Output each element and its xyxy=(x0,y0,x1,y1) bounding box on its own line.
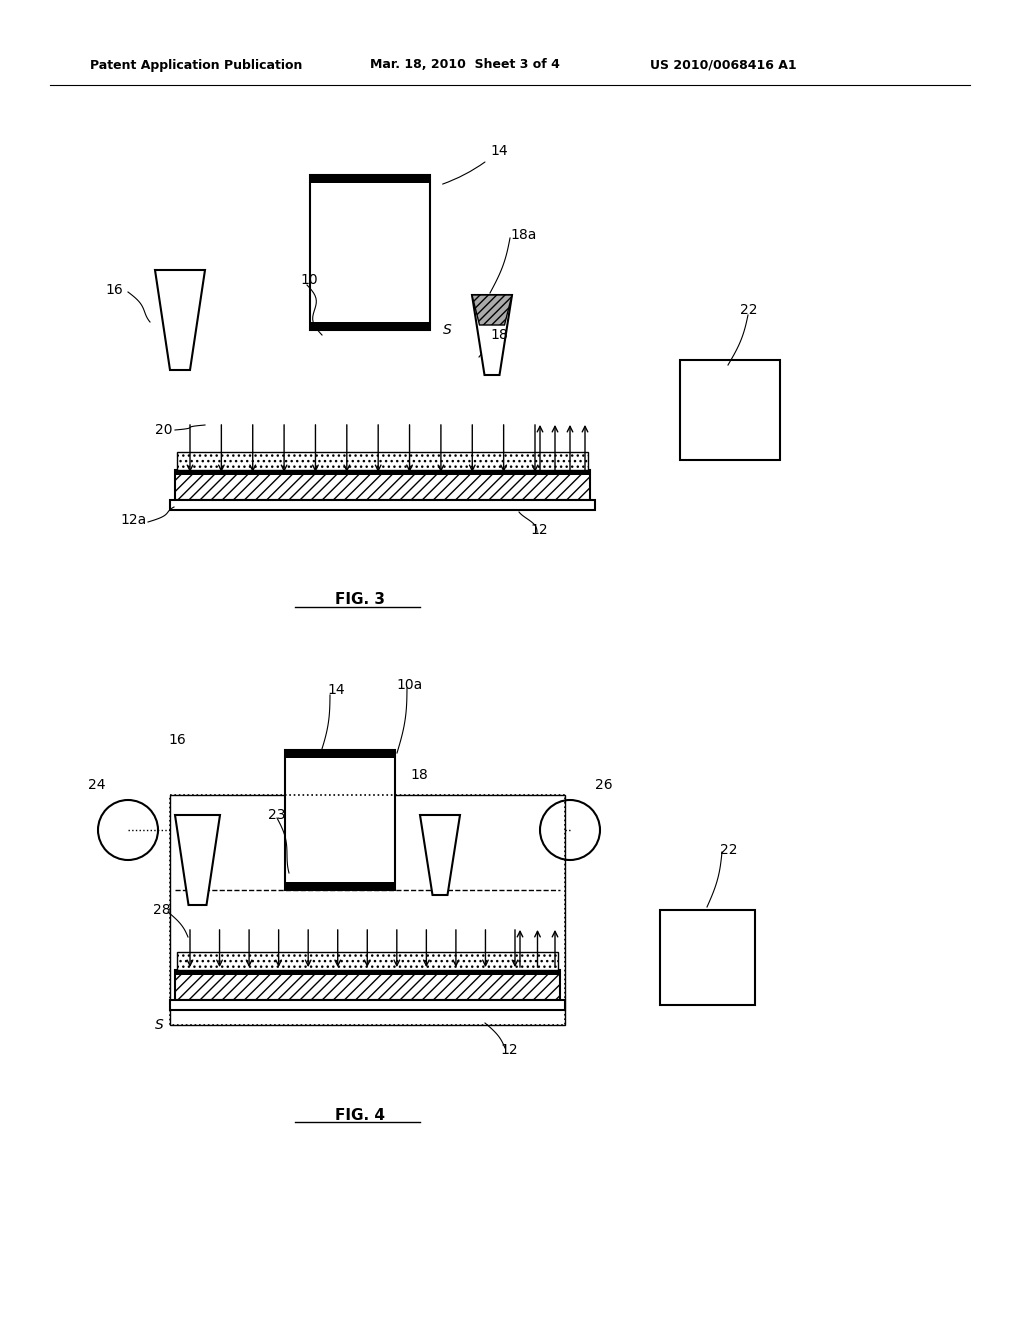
Bar xyxy=(175,970,560,975)
Bar xyxy=(285,750,395,758)
Text: 20: 20 xyxy=(155,422,172,437)
Text: 26: 26 xyxy=(595,777,612,792)
Text: 12: 12 xyxy=(530,523,548,537)
Text: S: S xyxy=(443,323,452,337)
Text: 18: 18 xyxy=(410,768,428,781)
Polygon shape xyxy=(155,271,205,370)
Text: 12: 12 xyxy=(500,1043,517,1057)
Bar xyxy=(177,451,588,470)
Text: 28: 28 xyxy=(153,903,171,917)
Bar xyxy=(170,795,565,1026)
Text: US 2010/0068416 A1: US 2010/0068416 A1 xyxy=(650,58,797,71)
Bar xyxy=(285,750,395,890)
Text: 12a: 12a xyxy=(120,513,146,527)
Bar xyxy=(170,1001,565,1010)
Text: FIG. 4: FIG. 4 xyxy=(335,1107,385,1122)
Text: 18: 18 xyxy=(490,327,508,342)
Polygon shape xyxy=(472,294,512,375)
Bar xyxy=(310,322,430,330)
Bar xyxy=(680,360,780,459)
Bar xyxy=(310,176,430,330)
Polygon shape xyxy=(472,294,512,325)
Bar xyxy=(177,952,558,970)
Polygon shape xyxy=(175,814,220,906)
Bar xyxy=(175,470,590,500)
Text: 18a: 18a xyxy=(510,228,537,242)
Bar xyxy=(310,176,430,183)
Text: 16: 16 xyxy=(168,733,185,747)
Text: 22: 22 xyxy=(740,304,758,317)
Text: 10: 10 xyxy=(300,273,317,286)
Bar xyxy=(660,909,755,1005)
Bar xyxy=(170,500,595,510)
Text: Patent Application Publication: Patent Application Publication xyxy=(90,58,302,71)
Polygon shape xyxy=(420,814,460,895)
Text: 14: 14 xyxy=(327,682,345,697)
Bar xyxy=(285,882,395,890)
Text: 10a: 10a xyxy=(396,678,422,692)
Text: Mar. 18, 2010  Sheet 3 of 4: Mar. 18, 2010 Sheet 3 of 4 xyxy=(370,58,560,71)
Text: FIG. 3: FIG. 3 xyxy=(335,593,385,607)
Text: S: S xyxy=(155,1018,164,1032)
Text: 24: 24 xyxy=(88,777,105,792)
Text: 16: 16 xyxy=(105,282,123,297)
Bar xyxy=(175,970,560,1001)
Bar xyxy=(175,470,590,475)
Text: 23: 23 xyxy=(268,808,286,822)
Text: 22: 22 xyxy=(720,843,737,857)
Bar xyxy=(170,795,565,1026)
Text: 14: 14 xyxy=(442,144,508,183)
